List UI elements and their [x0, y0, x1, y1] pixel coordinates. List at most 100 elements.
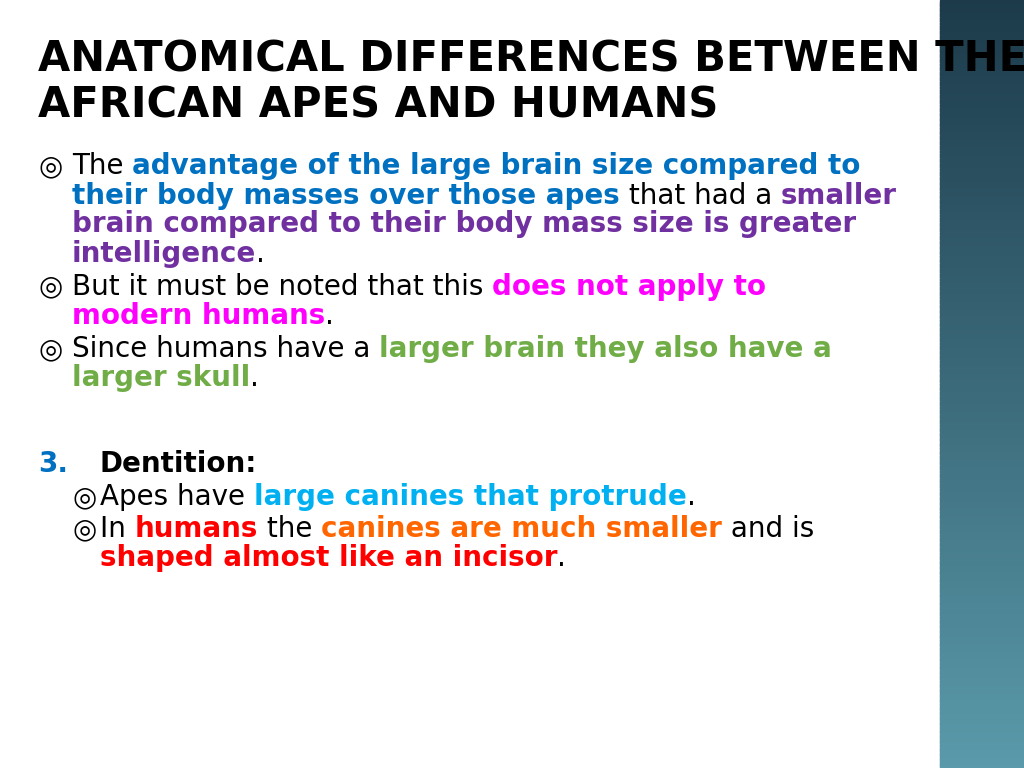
Bar: [940, 59, 1024, 62]
Bar: [940, 169, 1024, 173]
Bar: [940, 732, 1024, 736]
Bar: [940, 305, 1024, 308]
Bar: [940, 714, 1024, 718]
Bar: [940, 310, 1024, 313]
Bar: [940, 141, 1024, 144]
Bar: [940, 624, 1024, 628]
Bar: [940, 263, 1024, 267]
Bar: [940, 407, 1024, 411]
Bar: [940, 128, 1024, 131]
Bar: [940, 261, 1024, 265]
Bar: [940, 663, 1024, 667]
Bar: [940, 443, 1024, 446]
Bar: [940, 691, 1024, 695]
Bar: [940, 164, 1024, 167]
Bar: [940, 591, 1024, 595]
Bar: [940, 84, 1024, 88]
Bar: [940, 69, 1024, 73]
Bar: [940, 51, 1024, 55]
Bar: [940, 650, 1024, 654]
Bar: [940, 466, 1024, 469]
Bar: [940, 90, 1024, 93]
Bar: [940, 453, 1024, 457]
Bar: [940, 568, 1024, 572]
Bar: [940, 471, 1024, 475]
Bar: [940, 15, 1024, 19]
Bar: [940, 282, 1024, 285]
Bar: [940, 737, 1024, 741]
Bar: [940, 25, 1024, 29]
Bar: [940, 71, 1024, 75]
Bar: [940, 455, 1024, 459]
Text: that had a: that had a: [620, 181, 781, 210]
Bar: [940, 320, 1024, 323]
Bar: [940, 366, 1024, 369]
Bar: [940, 722, 1024, 726]
Bar: [940, 558, 1024, 561]
Bar: [940, 74, 1024, 78]
Bar: [940, 92, 1024, 96]
Bar: [940, 730, 1024, 733]
Bar: [940, 635, 1024, 638]
Bar: [940, 522, 1024, 526]
Bar: [940, 553, 1024, 557]
Bar: [940, 174, 1024, 177]
Bar: [940, 179, 1024, 183]
Bar: [940, 297, 1024, 300]
Bar: [940, 256, 1024, 260]
Bar: [940, 445, 1024, 449]
Bar: [940, 197, 1024, 200]
Bar: [940, 538, 1024, 541]
Bar: [940, 397, 1024, 400]
Bar: [940, 707, 1024, 710]
Text: ◎: ◎: [72, 515, 96, 543]
Bar: [940, 474, 1024, 477]
Bar: [940, 627, 1024, 631]
Bar: [940, 512, 1024, 515]
Bar: [940, 461, 1024, 465]
Bar: [940, 171, 1024, 175]
Bar: [940, 315, 1024, 319]
Bar: [940, 517, 1024, 521]
Bar: [940, 409, 1024, 413]
Bar: [940, 56, 1024, 60]
Bar: [940, 740, 1024, 743]
Bar: [940, 540, 1024, 544]
Bar: [940, 622, 1024, 626]
Text: But it must be noted that this: But it must be noted that this: [72, 273, 493, 301]
Bar: [940, 38, 1024, 42]
Text: ◎: ◎: [38, 273, 62, 301]
Bar: [940, 184, 1024, 188]
Bar: [940, 333, 1024, 336]
Bar: [940, 699, 1024, 703]
Bar: [940, 543, 1024, 546]
Bar: [940, 420, 1024, 423]
Bar: [940, 448, 1024, 452]
Bar: [940, 399, 1024, 403]
Bar: [940, 87, 1024, 91]
Bar: [940, 405, 1024, 408]
Bar: [940, 371, 1024, 375]
Bar: [940, 586, 1024, 590]
Bar: [940, 604, 1024, 607]
Bar: [940, 115, 1024, 119]
Bar: [940, 620, 1024, 623]
Bar: [940, 274, 1024, 277]
Bar: [940, 432, 1024, 436]
Text: Since humans have a: Since humans have a: [72, 335, 379, 363]
Text: .: .: [557, 544, 566, 572]
Bar: [940, 177, 1024, 180]
Bar: [940, 307, 1024, 311]
Bar: [940, 284, 1024, 288]
Bar: [940, 36, 1024, 39]
Bar: [940, 54, 1024, 58]
Bar: [940, 747, 1024, 751]
Bar: [940, 632, 1024, 636]
Text: .: .: [250, 364, 259, 392]
Bar: [940, 689, 1024, 692]
Bar: [940, 41, 1024, 45]
Bar: [940, 0, 1024, 4]
Bar: [940, 223, 1024, 227]
Bar: [940, 612, 1024, 615]
Bar: [940, 271, 1024, 275]
